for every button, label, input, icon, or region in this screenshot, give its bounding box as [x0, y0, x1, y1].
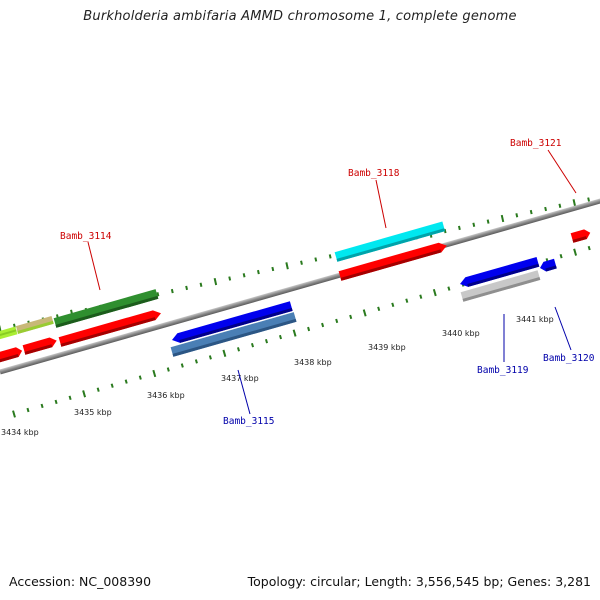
- minor-tick-mark: [124, 379, 128, 384]
- tick-label: 3440 kbp: [442, 329, 480, 338]
- minor-tick-mark: [110, 383, 114, 388]
- major-tick-mark: [500, 214, 505, 223]
- gene-label-bamb-3114[interactable]: Bamb_3114: [60, 231, 112, 242]
- tick-label: 3438 kbp: [294, 358, 332, 367]
- reverse-gene-arrow[interactable]: [171, 301, 293, 345]
- gene-label-leaders: [87, 149, 577, 415]
- minor-tick-mark: [278, 334, 283, 340]
- gene-label-bamb-3121[interactable]: Bamb_3121: [510, 138, 562, 149]
- minor-tick-mark: [587, 197, 591, 202]
- gene-label-bamb-3118[interactable]: Bamb_3118: [348, 168, 400, 179]
- minor-tick-mark: [194, 359, 198, 364]
- minor-tick-mark: [457, 225, 461, 231]
- minor-tick-mark: [185, 285, 189, 291]
- minor-tick-mark: [405, 298, 409, 303]
- gene-labels: Bamb_3114 Bamb_3115 Bamb_3118 Bamb_3119 …: [60, 138, 595, 427]
- minor-tick-mark: [314, 257, 318, 262]
- major-tick-mark: [222, 349, 227, 357]
- tick-label: 3439 kbp: [368, 343, 406, 352]
- chromosome-backbone: [0, 194, 600, 375]
- minor-tick-mark: [349, 314, 353, 320]
- minor-tick-mark: [96, 387, 100, 392]
- minor-tick-mark: [170, 288, 174, 294]
- minor-tick-mark: [236, 347, 241, 352]
- major-tick-mark: [213, 277, 218, 286]
- minor-tick-mark: [377, 306, 381, 311]
- major-tick-mark: [432, 288, 437, 297]
- minor-tick-mark: [335, 318, 339, 324]
- minor-tick-mark: [391, 302, 395, 307]
- genome-summary-text: Topology: circular; Length: 3,556,545 bp…: [247, 574, 591, 589]
- minor-tick-mark: [447, 286, 451, 291]
- minor-tick-mark: [199, 282, 203, 287]
- gene-label-bamb-3120[interactable]: Bamb_3120: [543, 353, 595, 364]
- minor-tick-mark: [68, 395, 72, 400]
- major-tick-mark: [572, 199, 577, 207]
- major-tick-mark: [292, 329, 297, 337]
- minor-tick-mark: [242, 273, 246, 278]
- major-tick-mark: [285, 262, 289, 270]
- major-tick-mark: [12, 410, 16, 418]
- minor-tick-mark: [250, 343, 255, 348]
- tick-label: 3436 kbp: [147, 391, 185, 400]
- reverse-gene-arrow[interactable]: [459, 257, 540, 289]
- minor-tick-mark: [40, 403, 44, 409]
- leader-line: [547, 149, 577, 194]
- minor-tick-mark: [300, 260, 303, 265]
- minor-tick-mark: [166, 367, 170, 372]
- map-title: Burkholderia ambifaria AMMD chromosome 1…: [83, 9, 517, 24]
- minor-tick-mark: [559, 254, 563, 259]
- leader-line: [554, 306, 572, 351]
- minor-tick-mark: [264, 339, 269, 344]
- minor-tick-mark: [138, 375, 142, 380]
- minor-tick-mark: [529, 209, 533, 215]
- leader-line: [375, 179, 387, 229]
- minor-tick-mark: [321, 322, 325, 328]
- major-tick-mark: [573, 248, 578, 256]
- minor-tick-mark: [558, 203, 562, 208]
- minor-tick-mark: [180, 363, 184, 368]
- minor-tick-mark: [587, 245, 591, 251]
- minor-tick-mark: [515, 213, 519, 218]
- gene-label-bamb-3115[interactable]: Bamb_3115: [223, 416, 274, 427]
- minor-tick-mark: [328, 254, 332, 259]
- leader-line: [87, 241, 101, 291]
- tick-label: 3435 kbp: [74, 408, 112, 417]
- major-tick-mark: [362, 309, 367, 317]
- major-tick-mark: [152, 369, 157, 378]
- major-tick-mark: [82, 390, 87, 398]
- minor-tick-mark: [208, 355, 212, 360]
- tick-label: 3441 kbp: [516, 315, 554, 324]
- feature-bar[interactable]: [17, 320, 54, 334]
- leader-line: [237, 369, 251, 415]
- minor-tick-mark: [228, 276, 232, 281]
- minor-tick-mark: [26, 407, 30, 413]
- minor-tick-mark: [54, 399, 58, 405]
- minor-tick-mark: [472, 222, 476, 227]
- minor-tick-mark: [307, 326, 311, 332]
- accession-text: Accession: NC_008390: [9, 574, 152, 589]
- minor-tick-mark: [486, 219, 490, 224]
- tick-label: 3434 kbp: [1, 428, 39, 437]
- minor-tick-mark: [544, 206, 548, 212]
- minor-tick-mark: [256, 269, 260, 275]
- minor-tick-mark: [271, 266, 275, 272]
- minor-tick-mark: [419, 294, 423, 299]
- gene-label-bamb-3119[interactable]: Bamb_3119: [477, 365, 529, 376]
- feature-bar[interactable]: [0, 329, 17, 338]
